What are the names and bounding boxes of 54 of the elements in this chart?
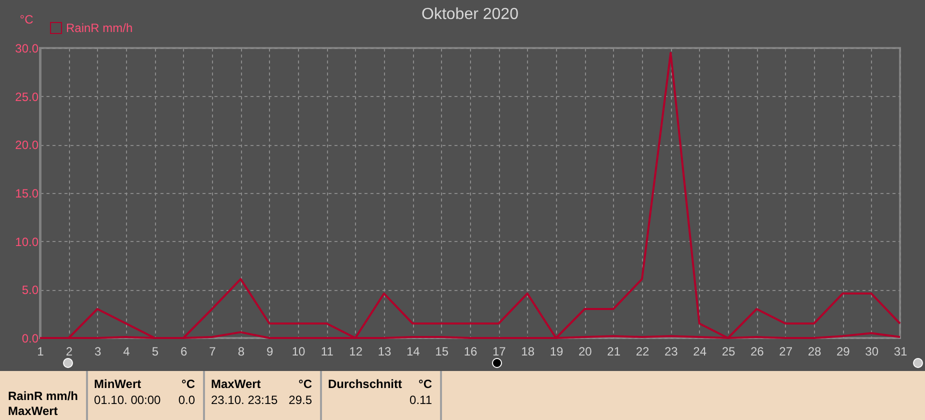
x-tick-label: 13	[378, 344, 392, 358]
x-tick-label: 30	[865, 344, 879, 358]
x-tick-label: 11	[320, 344, 334, 358]
x-tick-label: 31	[894, 344, 908, 358]
x-tick-label: 12	[349, 344, 363, 358]
x-tick-label: 17	[492, 344, 506, 358]
text: 29.5	[288, 393, 312, 407]
x-tick-label: 28	[808, 344, 822, 358]
text: RainR mm/h	[8, 389, 78, 403]
x-tick-label: 16	[464, 344, 478, 358]
x-tick-label: 18	[521, 344, 535, 358]
x-tick-label: 10	[292, 344, 306, 358]
text: 0.11	[410, 393, 432, 407]
x-tick-label: 25	[722, 344, 736, 358]
text: °C	[418, 377, 432, 391]
x-tick-label: 26	[750, 344, 764, 358]
text: MaxWert	[211, 377, 261, 391]
x-tick-label: 15	[435, 344, 449, 358]
text: MaxWert	[8, 404, 58, 418]
text: 23.10. 23:15	[211, 393, 278, 407]
y-axis-title: °C	[20, 12, 34, 26]
x-tick-label: 29	[836, 344, 850, 358]
x-tick-label: 23	[664, 344, 678, 358]
text: 0.0	[178, 393, 195, 407]
text: °C	[182, 377, 195, 391]
chart-title: Oktober 2020	[422, 6, 518, 23]
x-tick-label: 20	[578, 344, 592, 358]
text: 01.10. 00:00	[94, 393, 161, 407]
y-tick-label: 10.0	[15, 234, 39, 249]
x-tick-label: 8	[238, 344, 245, 358]
y-tick-label: 20.0	[15, 138, 39, 152]
text: Durchschnitt	[328, 377, 402, 391]
x-tick-label: 5	[152, 344, 159, 358]
x-tick-label: 6	[180, 344, 188, 358]
x-tick-label: 4	[123, 344, 130, 358]
text: MinWert	[94, 377, 142, 391]
x-tick-label: 14	[406, 344, 420, 358]
x-tick-label: 22	[636, 344, 650, 358]
legend-label: RainR mm/h	[66, 21, 133, 35]
x-tick-label: 3	[94, 344, 102, 358]
x-tick-label: 27	[779, 344, 793, 358]
x-tick-label: 7	[209, 344, 216, 358]
y-tick-label: 5.0	[22, 283, 39, 298]
x-tick-label: 2	[66, 344, 73, 358]
y-tick-label: 15.0	[15, 186, 39, 200]
x-tick-label: 9	[266, 344, 274, 358]
x-tick-label: 21	[607, 344, 621, 358]
x-tick-label: 1	[37, 344, 44, 358]
x-tick-label: 19	[550, 344, 564, 358]
y-tick-label: 25.0	[15, 90, 39, 104]
y-tick-label: 0.0	[22, 332, 39, 346]
text: °C	[298, 377, 312, 391]
y-tick-label: 30.0	[15, 42, 39, 56]
x-tick-label: 24	[693, 344, 707, 358]
